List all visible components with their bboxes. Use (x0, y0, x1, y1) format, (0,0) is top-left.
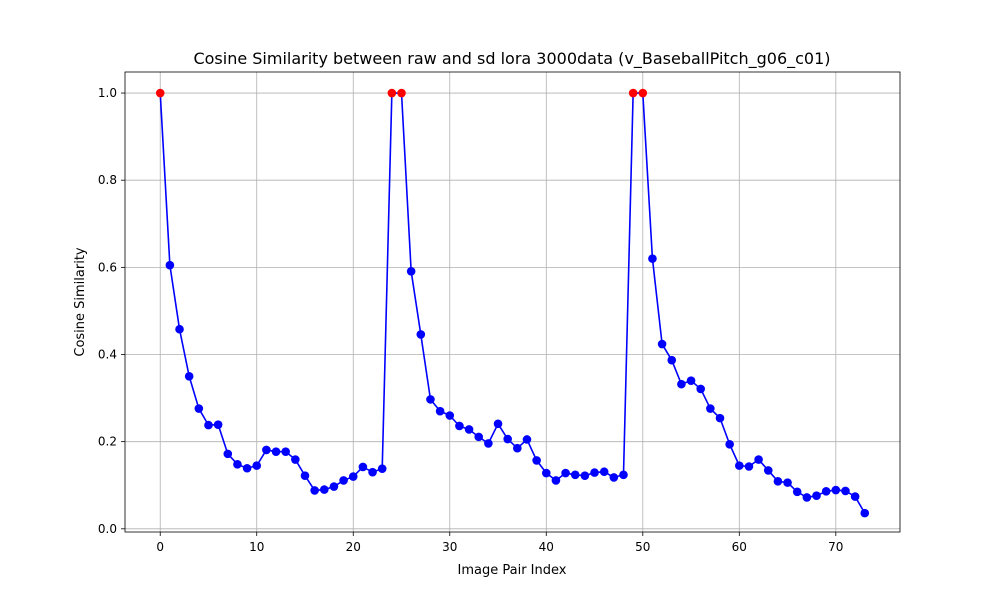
data-point (329, 482, 339, 491)
data-point (657, 339, 667, 349)
highlighted-point (387, 88, 397, 98)
grid-layer (125, 72, 900, 532)
y-tick-label: 0.8 (98, 173, 117, 187)
data-point (233, 460, 242, 469)
data-point (522, 435, 532, 444)
x-tick-label: 20 (346, 540, 361, 554)
data-point (821, 487, 831, 496)
data-point (175, 324, 184, 334)
data-point (223, 449, 233, 459)
data-point (590, 468, 599, 477)
data-point (570, 470, 580, 480)
highlighted-point (638, 88, 648, 98)
data-point (754, 455, 763, 464)
data-point (291, 455, 300, 464)
highlighted-point (397, 88, 406, 98)
data-point (464, 425, 474, 434)
data-point (725, 439, 734, 449)
data-point (252, 461, 262, 470)
data-point (841, 486, 850, 496)
data-point (686, 376, 696, 385)
data-point (648, 254, 657, 263)
data-point (850, 492, 860, 501)
data-point (561, 468, 570, 478)
data-point (831, 485, 841, 495)
data-point (735, 461, 744, 470)
data-point (358, 462, 368, 472)
data-point (715, 413, 725, 423)
data-point (368, 467, 377, 477)
highlighted-point (628, 88, 638, 98)
data-point (763, 466, 773, 475)
data-point (281, 447, 290, 456)
data-point (204, 420, 213, 430)
x-tick-label: 0 (156, 540, 164, 554)
data-point (792, 487, 802, 497)
data-point (300, 471, 310, 480)
data-point (503, 434, 512, 444)
data-point (165, 260, 175, 270)
data-point (242, 463, 252, 473)
data-point (435, 406, 445, 416)
data-point (802, 493, 812, 502)
data-point (860, 508, 870, 518)
data-point (599, 467, 609, 477)
x-tick-label: 70 (828, 540, 843, 554)
data-point (619, 470, 628, 480)
y-axis-label: Cosine Similarity (73, 247, 88, 357)
data-point (609, 473, 619, 482)
y-tick-label: 0.0 (98, 522, 117, 536)
data-point (348, 472, 358, 481)
series-layer (155, 88, 870, 518)
data-point (271, 447, 281, 456)
data-point (513, 443, 522, 453)
x-tick-label: 50 (635, 540, 650, 554)
data-point (744, 462, 754, 471)
data-point (406, 266, 416, 276)
data-point (194, 404, 204, 413)
plot-frame (124, 71, 901, 533)
data-point (706, 404, 715, 413)
y-tick-label: 0.2 (98, 435, 117, 449)
data-point (213, 420, 223, 429)
data-point (319, 485, 329, 494)
data-point (484, 439, 493, 448)
data-point (667, 355, 677, 365)
data-point (262, 445, 271, 455)
y-tick-label: 0.4 (98, 348, 117, 362)
data-point (532, 456, 541, 465)
x-tick-label: 30 (442, 540, 457, 554)
y-tick-label: 1.0 (98, 86, 117, 100)
y-axis: 0.0 0.2 0.4 0.6 0.8 1.0 (98, 86, 125, 536)
data-point (416, 330, 426, 339)
x-tick-label: 10 (249, 540, 264, 554)
data-point (474, 432, 484, 442)
data-point (812, 491, 821, 501)
data-point (455, 421, 464, 431)
data-point (339, 476, 348, 485)
data-point (493, 419, 503, 429)
data-point (541, 468, 551, 478)
x-axis-label: Image Pair Index (458, 563, 567, 578)
data-point (773, 477, 783, 486)
data-point (426, 395, 435, 404)
data-point (445, 411, 455, 420)
chart-title: Cosine Similarity between raw and sd lor… (193, 49, 830, 69)
x-tick-label: 60 (732, 540, 747, 554)
data-point (310, 486, 319, 495)
data-point (696, 384, 706, 394)
highlighted-point (155, 88, 165, 98)
y-tick-label: 0.6 (98, 260, 117, 274)
data-point (677, 379, 686, 389)
x-tick-label: 40 (539, 540, 554, 554)
data-point (184, 371, 194, 381)
data-point (377, 464, 387, 473)
data-point (580, 471, 590, 480)
data-point (551, 476, 561, 485)
x-axis: 0 10 20 30 40 50 60 70 (156, 532, 843, 554)
data-point (783, 478, 792, 487)
